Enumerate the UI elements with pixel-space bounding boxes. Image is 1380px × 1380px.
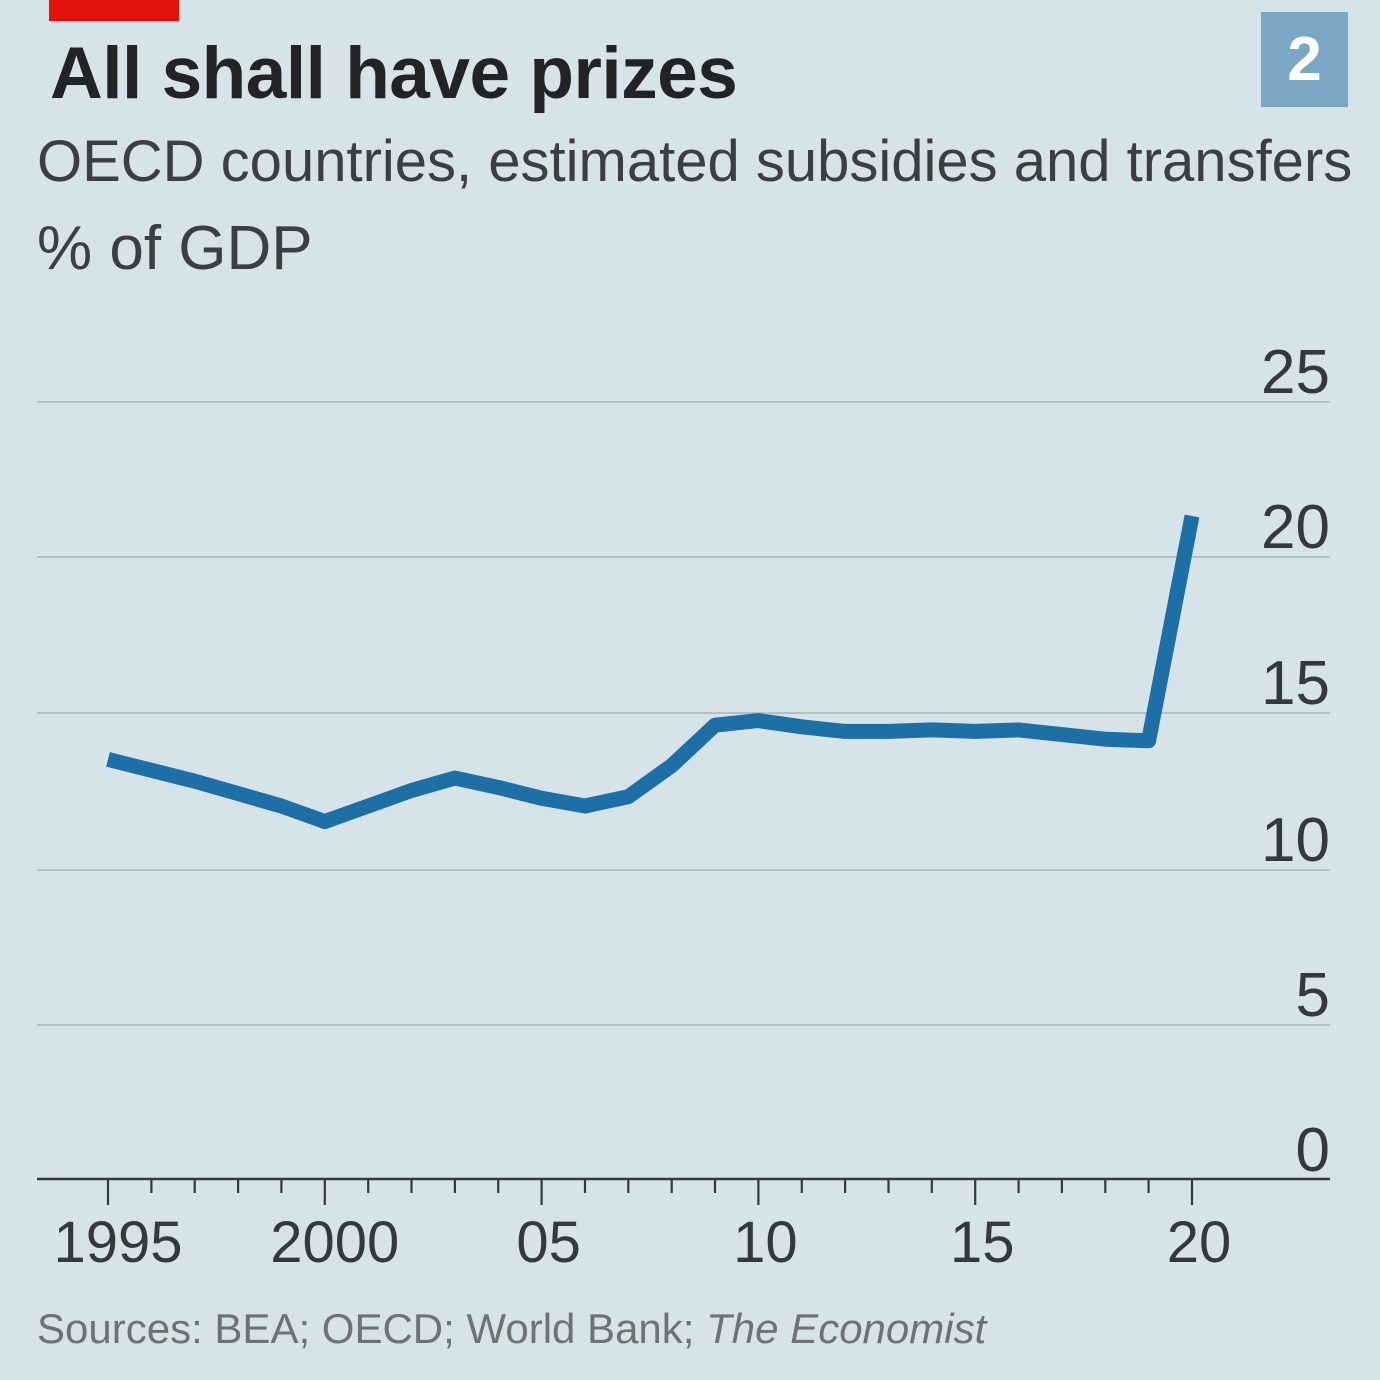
svg-text:25: 25 (1261, 338, 1330, 407)
svg-text:20: 20 (1167, 1210, 1232, 1275)
svg-text:0: 0 (1296, 1116, 1330, 1185)
svg-text:20: 20 (1261, 493, 1330, 562)
svg-text:10: 10 (1261, 806, 1330, 875)
svg-text:1995: 1995 (53, 1210, 182, 1275)
svg-text:5: 5 (1296, 961, 1330, 1030)
svg-text:15: 15 (1261, 649, 1330, 718)
svg-text:05: 05 (516, 1210, 581, 1275)
svg-text:2000: 2000 (270, 1210, 399, 1275)
svg-text:10: 10 (733, 1210, 798, 1275)
svg-text:15: 15 (950, 1210, 1015, 1275)
